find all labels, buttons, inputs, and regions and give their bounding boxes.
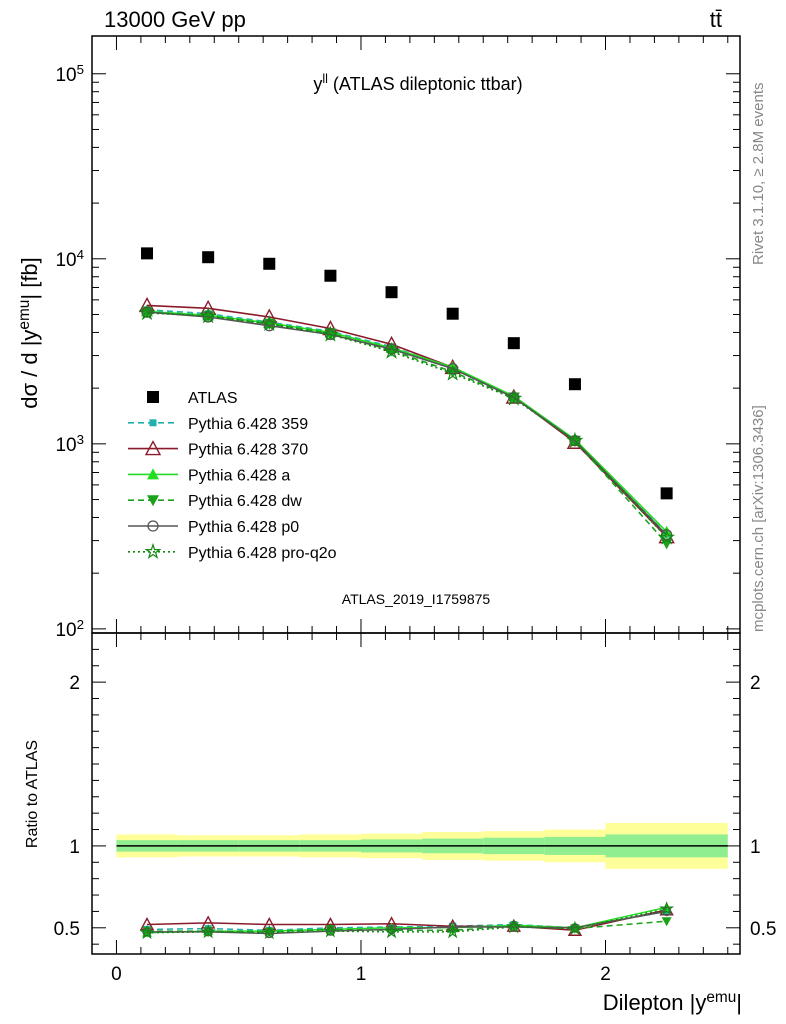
legend-marker (147, 520, 159, 532)
mcplots-label: mcplots.cern.ch [arXiv:1306.3436] (750, 405, 767, 632)
y-tick-label: 104 (55, 246, 84, 271)
ratio-point (661, 917, 672, 927)
ratio-point (659, 901, 675, 916)
legend-marker (147, 495, 159, 507)
y-tick-label: 102 (55, 616, 84, 641)
x-tick-label: 1 (356, 964, 367, 985)
main-frame (91, 35, 741, 634)
ratio-axes: 0 1 2 0.5 0.5 1 1 2 2 (54, 633, 776, 985)
legend-label: Pythia 6.428 pro-q2o (188, 545, 337, 562)
legend-marker (147, 468, 159, 480)
data-point (324, 269, 337, 282)
data-point (385, 286, 398, 299)
ratio-series-line (146, 908, 667, 934)
ratio-point (448, 922, 458, 932)
data-point (447, 362, 459, 375)
plot-title: yll (ATLAS dileptonic ttbar) (313, 72, 522, 94)
ratio-point (445, 923, 461, 939)
series-line (146, 312, 668, 538)
y-tick-label: 105 (55, 61, 84, 86)
data-point (658, 528, 676, 545)
data-point (505, 389, 523, 406)
data-point (566, 431, 584, 448)
legend-label: Pythia 6.428 359 (188, 416, 308, 433)
ratio-point (139, 924, 155, 940)
watermark: ATLAS_2019_I1759875 (342, 591, 491, 607)
legend-label: Pythia 6.428 370 (188, 442, 308, 459)
ratio-point (383, 923, 400, 939)
legend: ATLAS Pythia 6.428 359 Pythia 6.428 370 Pyt… (128, 390, 337, 562)
data-point (138, 304, 156, 321)
x-tick-label: 2 (600, 964, 611, 985)
data-point (263, 320, 275, 332)
data-point (568, 378, 581, 391)
data-point (507, 337, 520, 350)
x-tick-label: 0 (111, 964, 122, 985)
legend-marker (147, 391, 159, 403)
legend-label: Pythia 6.428 p0 (188, 519, 299, 536)
y-tick-label: 103 (55, 431, 84, 456)
data-point (260, 315, 278, 332)
data-point (141, 247, 154, 260)
main-axes: 102 103 104 105 (55, 36, 740, 641)
data-point (263, 257, 276, 270)
ratio-y-tick-label-right: 2 (750, 673, 761, 694)
data-point (444, 364, 462, 381)
data-point (202, 251, 215, 264)
data-point (446, 307, 459, 320)
main-panel: 102 103 104 105 yll (ATLAS dileptonic ttbar… (16, 35, 741, 641)
main-plot-area (138, 247, 676, 550)
x-axis-label: Dilepton |yemu| (603, 989, 742, 1016)
ratio-point (506, 918, 522, 934)
rivet-label: Rivet 3.1.10, ≥ 2.8M events (750, 83, 767, 266)
ratio-point (200, 923, 216, 939)
legend-marker (144, 440, 162, 456)
legend-marker (149, 419, 157, 427)
y-axis-label: dσ / d |yemu| [fb] (16, 257, 43, 409)
ratio-frame (91, 632, 741, 955)
data-point (321, 325, 339, 342)
ratio-series-line (147, 910, 667, 935)
ratio-y-tick-label: 1 (69, 837, 80, 858)
ratio-plot-area (116, 822, 728, 940)
ratio-y-axis-label: Ratio to ATLAS (24, 740, 41, 848)
data-point (383, 342, 401, 359)
process-label: tt̄ (710, 7, 722, 32)
data-point (199, 307, 217, 324)
legend-marker (144, 542, 162, 560)
legend-label: Pythia 6.428 a (188, 467, 290, 484)
ratio-point (386, 926, 397, 936)
ratio-point (322, 923, 338, 938)
ratio-point (661, 906, 672, 917)
ratio-point (261, 924, 277, 940)
ratio-point (264, 928, 274, 939)
ratio-y-tick-label: 0.5 (54, 919, 80, 940)
legend-label: ATLAS (188, 390, 238, 407)
ratio-y-tick-label-right: 0.5 (750, 919, 776, 940)
energy-label: 13000 GeV pp (104, 7, 246, 32)
legend-label: Pythia 6.428 dw (188, 493, 302, 510)
data-point (324, 328, 337, 341)
ratio-y-tick-label-right: 1 (750, 837, 761, 858)
data-point (660, 487, 673, 500)
ratio-y-tick-label: 2 (69, 673, 80, 694)
ratio-panel: 0 1 2 0.5 0.5 1 1 2 2 Ratio to ATLAS Dilepton |y… (24, 632, 776, 1016)
ratio-point (567, 920, 583, 936)
series-line (146, 311, 668, 536)
